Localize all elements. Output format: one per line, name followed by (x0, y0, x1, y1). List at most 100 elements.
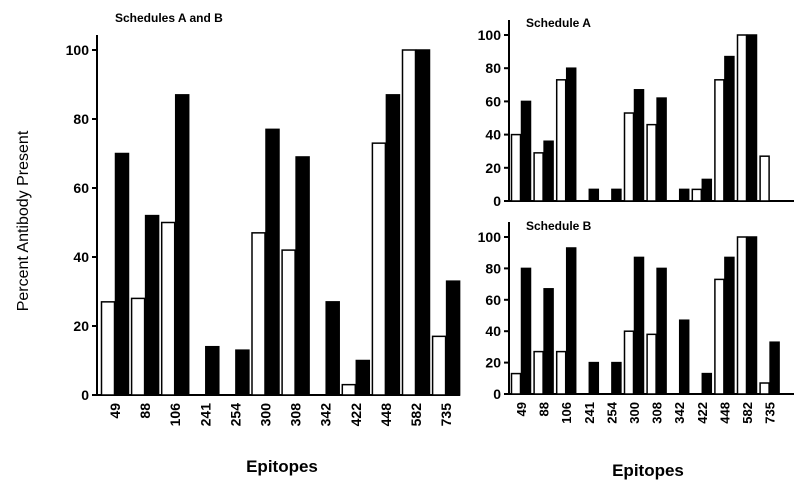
panel-ab-x-tick-label: 342 (318, 403, 334, 427)
panel-ab-filled-bar (144, 214, 160, 396)
panel-ab-y-axis-title: Percent Antibody Present (15, 130, 32, 311)
panel-a-filled-bar (701, 178, 713, 202)
panel-b-x-axis-title: Epitopes (612, 461, 684, 480)
panel-b-filled-bar (724, 256, 735, 395)
panel-b-y-tick-label: 20 (485, 355, 501, 371)
panel-b-x-tick-label: 300 (627, 402, 642, 424)
panel-b-x-tick-label: 342 (672, 402, 687, 424)
panel-a-open-bar (736, 34, 748, 202)
panel-a-filled-bar (633, 89, 645, 202)
panel-ab-title: Schedules A and B (115, 11, 223, 25)
panel-ab-open-bar (371, 142, 387, 396)
panel-ab-open-bar (281, 249, 296, 396)
panel-a-filled-bar (746, 34, 758, 202)
panel-a-open-bar (533, 152, 544, 202)
panel-b-filled-bar (543, 288, 554, 395)
panel-b-x-tick-label: 241 (582, 402, 597, 424)
panel-a-y-tick-label: 40 (485, 127, 501, 143)
panel-a-filled-bar (565, 67, 577, 202)
panel-ab-y-tick-label: 80 (73, 111, 89, 127)
panel-ab-filled-bar (114, 152, 130, 396)
panel-a-y-tick-label: 80 (485, 60, 501, 76)
panel-ab-open-bar (100, 301, 116, 396)
panel-ab-x-tick-label: 422 (348, 403, 364, 427)
panel-b-x-tick-label: 88 (537, 402, 552, 416)
panel-ab-x-tick-label: 106 (167, 403, 183, 427)
panel-b-filled-bar (678, 319, 690, 395)
panel-b-x-tick-label: 582 (740, 402, 755, 424)
panel-a-title: Schedule A (526, 16, 591, 30)
panel-b-open-bar (736, 236, 748, 395)
panel-b-filled-bar (588, 361, 600, 395)
panel-ab-x-tick-label: 300 (258, 403, 274, 427)
panel-b-filled-bar (611, 361, 622, 395)
panel-ab-filled-bar (415, 49, 431, 396)
panel-a-y-tick-label: 0 (493, 193, 501, 209)
panel-a-open-bar (714, 79, 725, 202)
panel-ab-x-tick-label: 254 (227, 403, 243, 427)
panel-b-y-tick-label: 60 (485, 292, 501, 308)
panel-a-filled-bar (520, 100, 532, 202)
panel-b-open-bar (623, 330, 635, 395)
panel-b-x-tick-label: 106 (559, 402, 574, 424)
panel-ab-x-tick-label: 308 (288, 403, 304, 427)
panel-ab-filled-bar (385, 94, 401, 396)
panel-ab-y-tick-label: 20 (73, 318, 89, 334)
panel-ab-filled-bar (265, 128, 280, 396)
panel-ab-y-tick-label: 0 (81, 387, 89, 403)
panel-b-y-tick-label: 100 (478, 229, 502, 245)
panel-b-open-bar (646, 333, 657, 395)
panel-a-y-tick-label: 60 (485, 93, 501, 109)
panel-b-y-tick-label: 0 (493, 386, 501, 402)
panel-a-open-bar (510, 133, 522, 202)
panel-b-x-tick-label: 254 (604, 401, 619, 423)
panel-b-filled-bar (656, 267, 667, 395)
panel-ab-x-axis-title: Epitopes (246, 457, 318, 476)
panel-b-open-bar (714, 278, 725, 395)
panel-ab-open-bar (160, 221, 176, 396)
panel-b-open-bar (510, 372, 522, 395)
panel-b-open-bar (759, 382, 770, 395)
panel-ab-x-tick-label: 448 (378, 403, 394, 427)
panel-ab-filled-bar (235, 349, 250, 396)
panel-ab-open-bar (341, 383, 357, 396)
panel-b-filled-bar (633, 256, 645, 395)
panel-ab-open-bar (401, 49, 417, 396)
panel-ab-y-tick-label: 100 (66, 42, 90, 58)
panel-b-x-tick-label: 448 (717, 402, 732, 424)
panel-ab-x-tick-label: 49 (107, 403, 123, 419)
panel-b-filled-bar (565, 247, 577, 395)
panel-ab-filled-bar (355, 359, 371, 396)
panel-a-filled-bar (724, 55, 735, 202)
panel-b-filled-bar (769, 341, 780, 395)
panel-ab-filled-bar (295, 156, 310, 396)
panel-ab-x-tick-label: 88 (137, 403, 153, 419)
panel-b-y-tick-label: 40 (485, 323, 501, 339)
panel-a-open-bar (555, 79, 567, 202)
panel-b-title: Schedule B (526, 219, 592, 233)
panel-ab-y-tick-label: 60 (73, 180, 89, 196)
panel-a-open-bar (691, 188, 703, 202)
panel-a-open-bar (759, 155, 770, 202)
panel-a-filled-bar (588, 188, 600, 202)
panel-a-y-tick-label: 20 (485, 160, 501, 176)
panel-ab-filled-bar (445, 280, 461, 396)
panel-a-filled-bar (656, 97, 667, 202)
panel-ab-open-bar (130, 297, 146, 396)
panel-a-filled-bar (543, 140, 554, 202)
panel-b-open-bar (555, 350, 567, 395)
panel-b-x-tick-label: 308 (650, 402, 665, 424)
panel-a-open-bar (623, 112, 635, 202)
panel-b-filled-bar (520, 267, 532, 395)
panel-ab-x-tick-label: 582 (408, 403, 424, 427)
panel-a-open-bar (646, 123, 657, 202)
panel-b-filled-bar (746, 236, 758, 395)
panel-ab-open-bar (431, 335, 447, 396)
panel-ab-y-tick-label: 40 (73, 249, 89, 265)
panel-ab-x-tick-label: 241 (197, 403, 213, 427)
panel-ab-filled-bar (205, 345, 220, 396)
panel-ab-x-tick-label: 735 (438, 403, 454, 427)
panel-b-y-tick-label: 80 (485, 260, 501, 276)
panel-b-filled-bar (701, 372, 713, 395)
